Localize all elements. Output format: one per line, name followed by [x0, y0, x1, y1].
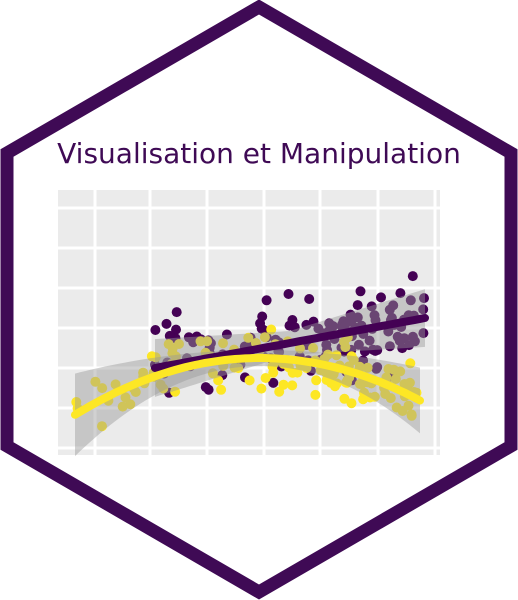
scatter-dot	[268, 377, 279, 388]
scatter-dot	[164, 330, 175, 341]
scatter-dot	[404, 340, 414, 351]
scatter-dot	[183, 332, 194, 343]
scatter-dot	[339, 393, 350, 404]
scatter-dot	[292, 367, 303, 378]
scatter-dot	[308, 343, 318, 353]
scatter-dot	[392, 331, 403, 342]
scatter-dot	[110, 379, 121, 390]
scatter-dot	[261, 295, 272, 306]
scatter-dot	[243, 332, 254, 343]
scatter-dot	[354, 361, 365, 372]
scatter-dot	[407, 331, 418, 342]
scatter-dot	[322, 349, 333, 360]
scatter-dot	[342, 377, 352, 388]
scatter-dot	[339, 320, 350, 331]
scatter-dot	[384, 304, 395, 315]
scatter-dot	[418, 328, 429, 339]
plot	[58, 190, 440, 457]
scatter-dot	[370, 345, 381, 356]
scatter-dot	[321, 375, 332, 385]
scatter-dot	[308, 316, 319, 327]
scatter-dot	[256, 383, 267, 394]
scatter-dot	[170, 351, 181, 362]
scatter-dot	[395, 288, 406, 299]
scatter-dot	[229, 362, 240, 373]
scatter-dot	[405, 358, 416, 369]
scatter-dot	[295, 343, 305, 354]
scatter-dot	[311, 375, 322, 386]
scatter-dot	[331, 350, 342, 361]
title: Visualisation et Manipulation	[57, 137, 461, 170]
scatter-dot	[97, 421, 107, 432]
scatter-dot	[117, 401, 128, 412]
scatter-dot	[366, 301, 377, 312]
scatter-dot	[120, 392, 131, 403]
scatter-dot	[390, 374, 401, 384]
scatter-dot	[355, 286, 366, 297]
scatter-dot	[419, 293, 429, 304]
scatter-dot	[174, 339, 184, 349]
scatter-dot	[90, 376, 101, 387]
scatter-dot	[218, 338, 228, 349]
scatter-dot	[404, 377, 415, 388]
scatter-dot	[155, 379, 166, 390]
scatter-dot	[289, 322, 300, 333]
scatter-dot	[170, 386, 181, 397]
scatter-dot	[146, 351, 157, 362]
scatter-dot	[195, 336, 206, 347]
scatter-dot	[348, 355, 359, 365]
scatter-dot	[71, 397, 82, 407]
scatter-dot	[161, 318, 172, 329]
scatter-dot	[371, 363, 382, 374]
scatter-dot	[274, 386, 285, 397]
scatter-dot	[203, 384, 214, 395]
scatter-dot	[321, 368, 332, 378]
scatter-dot	[358, 394, 369, 405]
scatter-dot	[418, 304, 429, 315]
scatter-dot	[171, 307, 182, 318]
scatter-dot	[364, 335, 375, 346]
smooth-line	[71, 354, 424, 419]
scatter-dot	[353, 339, 364, 350]
scatter-dot	[266, 324, 277, 335]
scatter-dot	[255, 318, 266, 329]
scatter-dot	[213, 375, 224, 386]
scatter-dot	[310, 389, 321, 400]
scatter-dot	[376, 292, 386, 303]
scatter-dot	[405, 295, 416, 306]
scatter-dot	[388, 364, 399, 375]
scatter-dot	[407, 271, 418, 282]
scatter-dot	[406, 409, 417, 420]
scatter-dot	[150, 325, 161, 335]
scatter-dot	[259, 332, 270, 343]
scatter-dot	[352, 300, 363, 311]
scatter-dot	[207, 368, 218, 379]
smooth-line	[151, 314, 429, 372]
scatter-dot	[287, 380, 298, 391]
scatter-dot	[304, 294, 315, 304]
scatter-dot	[260, 373, 271, 383]
scatter-dot	[359, 346, 370, 357]
scatter-dot	[163, 339, 174, 350]
scatter-dot	[283, 289, 294, 299]
scatter-dot	[352, 312, 363, 323]
scatter-dot	[244, 375, 255, 386]
scatter-dot	[384, 341, 395, 352]
scatter-dot	[216, 384, 227, 395]
scatter-dot	[397, 406, 408, 416]
scatter-dot	[97, 383, 108, 394]
scatter-dot	[331, 378, 342, 389]
scatter-dot	[362, 362, 373, 373]
scatter-dot	[221, 329, 232, 340]
scatter-dot	[267, 361, 278, 372]
scatter-dot	[369, 310, 380, 321]
scatter-dot	[171, 324, 181, 335]
